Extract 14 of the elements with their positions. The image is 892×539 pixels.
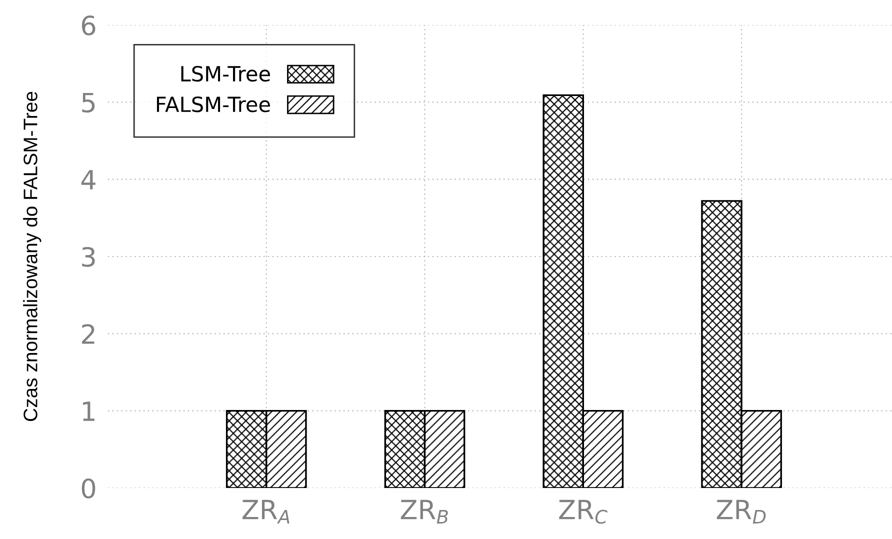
- y-tick-label: 3: [82, 246, 95, 267]
- y-tick-label: 6: [82, 15, 96, 36]
- y-axis-title: Czas znormalizowany do FALSM-Tree: [23, 92, 42, 422]
- legend-label: LSM-Tree: [181, 66, 270, 82]
- y-tick-label: 4: [81, 170, 96, 190]
- x-tick-label: ZR$_{B}$: [400, 500, 448, 524]
- y-tick-label: 1: [83, 402, 94, 421]
- y-tick-label: 2: [82, 324, 94, 344]
- x-tick-label: ZR$_{D}$: [716, 500, 766, 524]
- x-tick-label: ZR$_{C}$: [559, 500, 608, 524]
- y-tick-label: 5: [82, 92, 95, 113]
- legend-label: FALSM-Tree: [156, 96, 270, 112]
- x-tick-label: ZR$_{A}$: [242, 500, 290, 524]
- y-tick-label: 0: [82, 478, 96, 498]
